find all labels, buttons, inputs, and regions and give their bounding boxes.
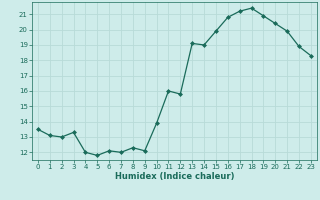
X-axis label: Humidex (Indice chaleur): Humidex (Indice chaleur): [115, 172, 234, 181]
